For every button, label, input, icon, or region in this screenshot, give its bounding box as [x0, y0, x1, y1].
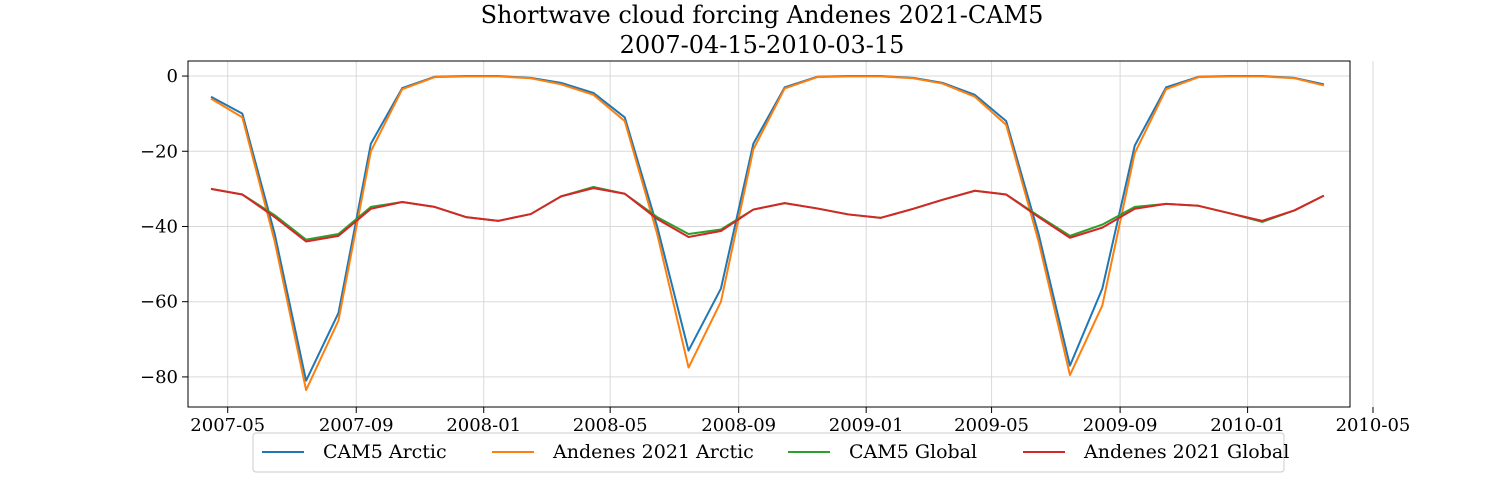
legend-label: CAM5 Arctic — [323, 441, 447, 463]
y-tick-label: −40 — [140, 216, 178, 237]
x-tick-label: 2009-09 — [1083, 415, 1158, 436]
series-lines — [210, 75, 1325, 392]
legend-label: CAM5 Global — [849, 441, 977, 463]
plot-area-frame — [187, 60, 1351, 408]
chart-subtitle: 2007-04-15-2010-03-15 — [620, 31, 905, 59]
legend-label: Andenes 2021 Arctic — [552, 441, 754, 463]
series-line-andenes-2021-global — [210, 187, 1325, 243]
legend-label: Andenes 2021 Global — [1083, 441, 1289, 463]
grid — [188, 61, 1374, 407]
x-tick-label: 2010-05 — [1336, 415, 1411, 436]
y-tick-label: 0 — [167, 66, 178, 87]
x-tick-label: 2009-01 — [829, 415, 904, 436]
y-tick-label: −80 — [140, 367, 178, 388]
y-tick-label: −20 — [140, 141, 178, 162]
legend: CAM5 Arctic Andenes 2021 Arctic CAM5 Globa… — [252, 432, 1289, 473]
x-tick-label: 2008-01 — [446, 415, 521, 436]
x-tick-label: 2010-01 — [1210, 415, 1285, 436]
chart-title: Shortwave cloud forcing Andenes 2021-CAM… — [481, 1, 1044, 29]
axis-ticks: 2007-05 2007-09 2008-01 2008-05 2008-09 2009-… — [140, 66, 1410, 436]
series-line-cam5-global — [210, 185, 1325, 241]
x-tick-label: 2008-05 — [573, 415, 648, 436]
x-tick-label: 2007-05 — [190, 415, 265, 436]
legend-box — [252, 432, 1285, 473]
x-tick-label: 2007-09 — [319, 415, 394, 436]
y-tick-label: −60 — [140, 292, 178, 313]
x-tick-label: 2009-05 — [954, 415, 1029, 436]
series-line-andenes-2021-arctic — [210, 75, 1325, 392]
x-tick-label: 2008-09 — [701, 415, 776, 436]
